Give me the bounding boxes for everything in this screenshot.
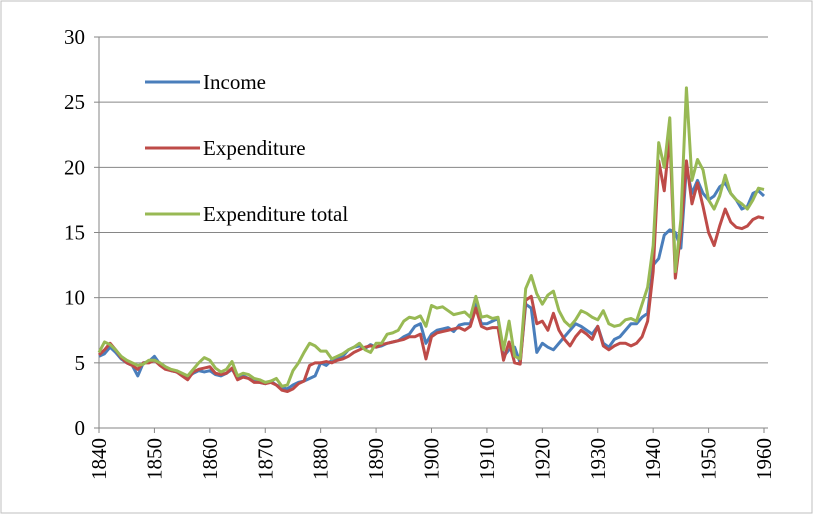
x-tick-label: 1840 (87, 438, 111, 480)
x-tick-label: 1850 (142, 438, 166, 480)
x-tick-label: 1910 (475, 438, 499, 480)
x-tick-label: 1870 (253, 438, 277, 480)
legend-label: Expenditure (203, 136, 306, 160)
data-line (97, 133, 765, 394)
y-tick-label: 20 (64, 155, 85, 179)
y-tick-label: 0 (75, 416, 86, 440)
y-tick-label: 10 (64, 286, 85, 310)
legend-label: Expenditure total (203, 202, 348, 226)
x-tick-label: 1860 (198, 438, 222, 480)
x-tick-label: 1920 (530, 438, 554, 480)
y-tick-label: 30 (64, 25, 85, 49)
x-tick-label: 1940 (641, 438, 665, 480)
x-tick-label: 1890 (364, 438, 388, 480)
y-tick-label: 25 (64, 90, 85, 114)
y-tick-label: 15 (64, 221, 85, 245)
x-tick-label: 1880 (309, 438, 333, 480)
x-tick-label: 1960 (752, 438, 776, 480)
data-line (97, 86, 765, 388)
y-tick-label: 5 (75, 351, 86, 375)
x-tick-label: 1930 (586, 438, 610, 480)
x-tick-label: 1900 (420, 438, 444, 480)
x-tick-label: 1950 (697, 438, 721, 480)
legend-label: Income (203, 70, 266, 94)
